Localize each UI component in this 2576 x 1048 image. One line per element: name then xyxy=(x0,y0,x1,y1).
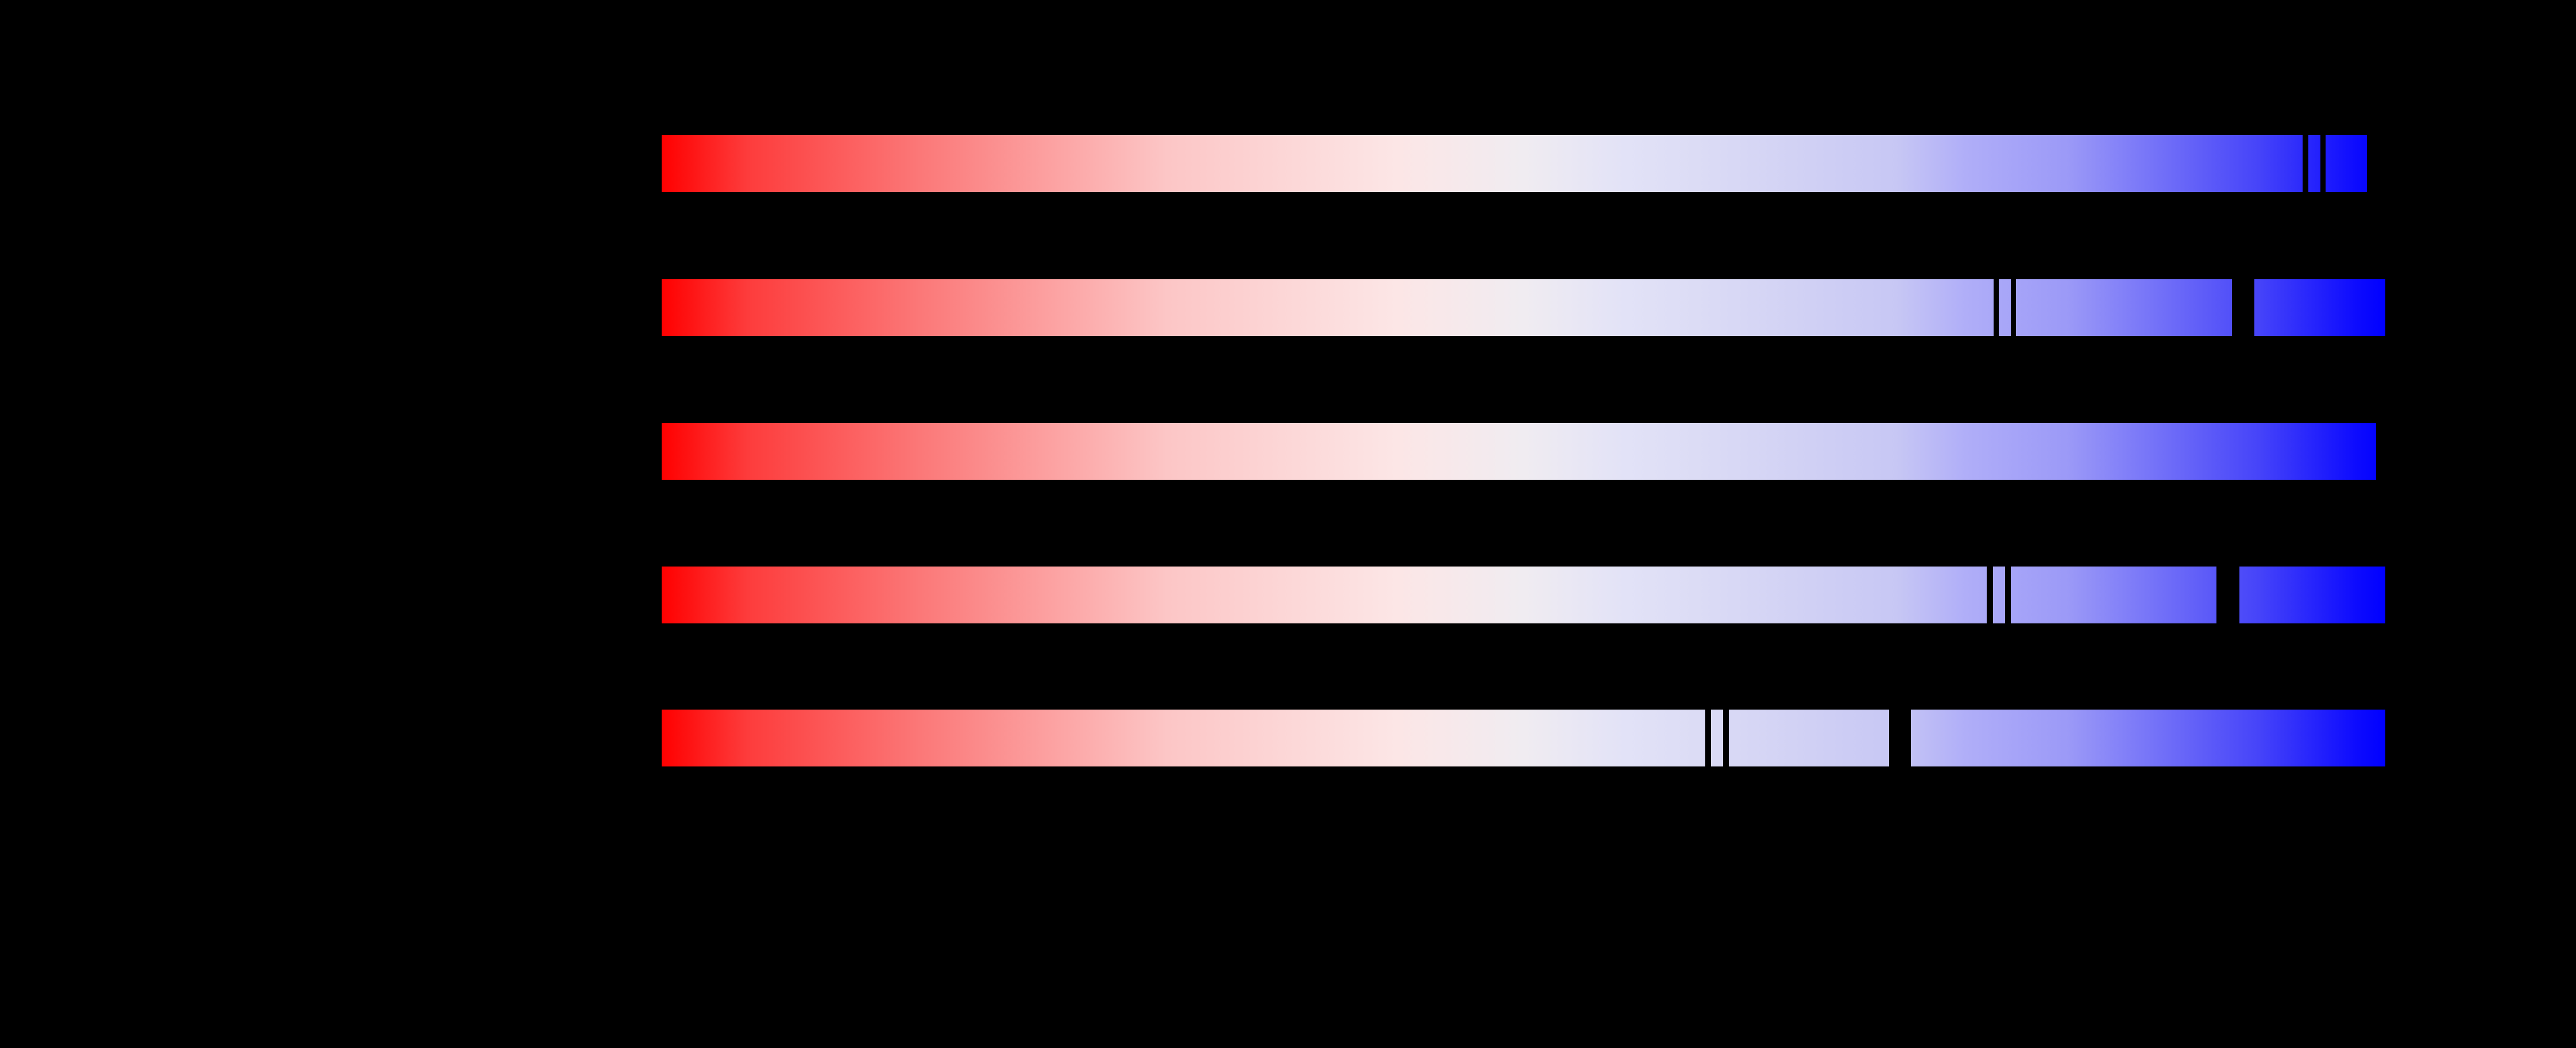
gradient-bar-4 xyxy=(662,567,2385,623)
tick-mark-5-3 xyxy=(1889,710,1911,766)
tick-mark-4-2 xyxy=(2005,567,2011,623)
gradient-bar-2 xyxy=(662,279,2385,336)
tick-mark-2-3 xyxy=(2232,279,2254,336)
gradient-bar-3 xyxy=(662,423,2376,480)
tick-mark-5-2 xyxy=(1723,710,1729,766)
tick-mark-1-1 xyxy=(2303,135,2308,192)
gradient-bar-1 xyxy=(662,135,2367,192)
tick-mark-5-1 xyxy=(1705,710,1711,766)
tick-mark-1-2 xyxy=(2320,135,2326,192)
tick-mark-2-1 xyxy=(1994,279,1999,336)
gradient-bar-5 xyxy=(662,710,2385,766)
tick-mark-2-2 xyxy=(2011,279,2016,336)
tick-mark-4-3 xyxy=(2216,567,2239,623)
tick-mark-4-1 xyxy=(1987,567,1993,623)
